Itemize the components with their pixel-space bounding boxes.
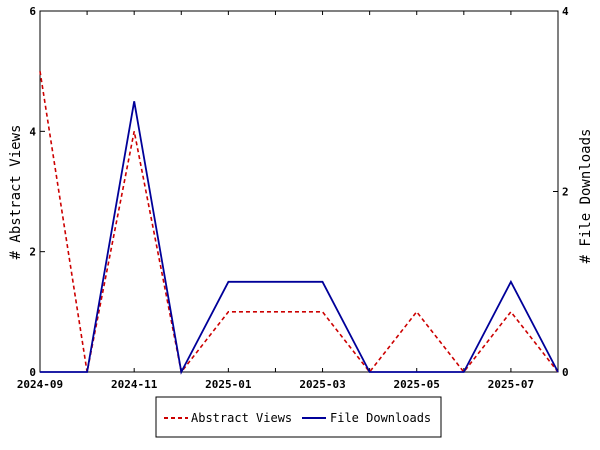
- y-right-tick-label: 0: [562, 366, 569, 379]
- plot-area: [39, 10, 559, 373]
- legend-label-file-downloads: File Downloads: [330, 411, 431, 425]
- legend-box: [155, 396, 442, 438]
- y-left-axis-title: # Abstract Views: [8, 125, 24, 260]
- y-left-tick-label: 4: [29, 125, 36, 138]
- x-tick-label: 2025-05: [394, 378, 440, 391]
- y-left-tick-label: 6: [29, 5, 36, 18]
- tick-labels: 2024-09 2024-11 2025-01 2025-03 2025-05 2025-…: [17, 5, 569, 391]
- y-right-axis-title: # File Downloads: [578, 129, 594, 264]
- x-tick-label: 2024-11: [111, 378, 158, 391]
- y-left-tick-label: 2: [29, 246, 36, 259]
- legend: Abstract Views File Downloads: [155, 396, 442, 438]
- series-lines: [39, 71, 559, 375]
- legend-label-abstract-views: Abstract Views: [191, 411, 292, 425]
- y-left-tick-label: 0: [29, 366, 36, 379]
- y-right-tick-label: 2: [562, 186, 569, 199]
- series-line-abstract-views: [39, 71, 559, 374]
- series-line-file-downloads: [40, 101, 559, 375]
- y-right-tick-label: 4: [562, 5, 569, 18]
- x-tick-label: 2025-07: [488, 378, 534, 391]
- x-tick-label: 2024-09: [17, 378, 63, 391]
- x-tick-label: 2025-03: [299, 378, 345, 391]
- x-tick-label: 2025-01: [205, 378, 252, 391]
